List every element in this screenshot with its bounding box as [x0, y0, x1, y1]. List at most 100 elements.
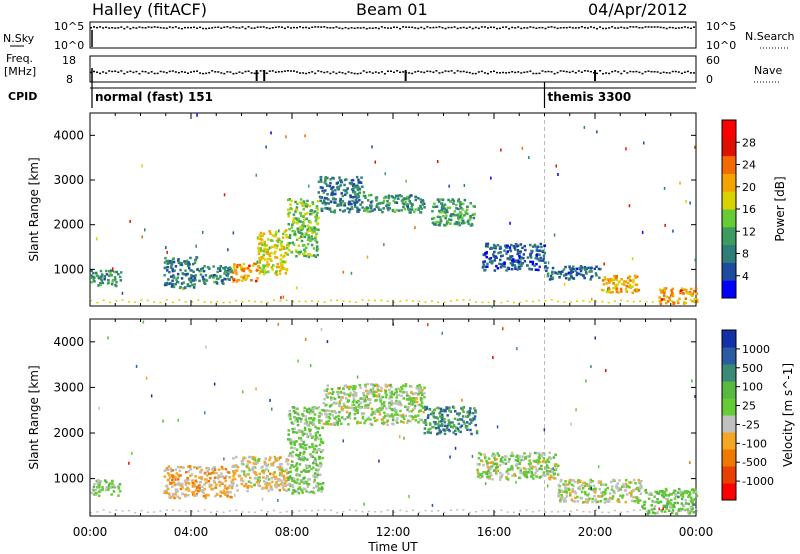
range-cell	[630, 499, 634, 503]
noise-cell	[570, 422, 572, 426]
range-cell	[688, 290, 692, 294]
range-cell	[301, 215, 305, 218]
nsky-point	[662, 26, 665, 29]
range-cell	[410, 391, 413, 394]
range-cell	[231, 478, 235, 481]
range-cell	[565, 492, 568, 495]
range-cell	[351, 199, 354, 203]
range-cell	[333, 421, 337, 425]
range-cell	[247, 274, 250, 278]
range-cell	[408, 402, 411, 405]
range-cell	[460, 212, 463, 216]
range-cell	[94, 488, 98, 492]
near-range-cell	[235, 299, 238, 302]
range-cell	[315, 463, 318, 466]
range-cell	[236, 264, 239, 267]
range-cell	[377, 202, 381, 205]
range-cell	[341, 409, 344, 412]
range-cell	[194, 258, 198, 262]
range-cell	[443, 424, 446, 428]
freq-point	[138, 72, 141, 75]
range-cell	[207, 480, 211, 483]
range-cell	[439, 430, 443, 433]
range-cell	[638, 480, 641, 483]
range-cell	[211, 468, 214, 471]
near-range-cell	[367, 299, 370, 302]
range-cell	[628, 481, 631, 484]
range-cell	[454, 429, 457, 432]
freq-point	[523, 71, 526, 74]
range-cell	[518, 252, 521, 255]
freq-point	[105, 72, 108, 74]
range-cell	[312, 211, 315, 214]
range-cell	[568, 478, 572, 482]
range-cell	[185, 273, 188, 276]
noise-cell	[363, 502, 365, 506]
nsky-point	[586, 27, 589, 29]
range-cell	[437, 220, 440, 224]
range-cell	[389, 383, 392, 387]
range-cell	[369, 207, 373, 210]
range-cell	[551, 266, 555, 270]
range-cell	[363, 421, 366, 425]
range-cell	[294, 210, 297, 213]
range-cell	[172, 494, 175, 497]
range-cell	[604, 278, 607, 281]
nsky-point	[329, 27, 332, 29]
range-cell	[515, 243, 518, 246]
range-cell	[321, 449, 325, 452]
range-cell	[118, 483, 122, 486]
range-cell	[492, 452, 495, 456]
range-cell	[396, 413, 399, 417]
range-cell	[545, 464, 549, 467]
range-cell	[174, 478, 177, 481]
near-range-cell	[184, 510, 187, 513]
range-cell	[280, 263, 283, 266]
range-cell	[230, 486, 234, 489]
range-cell	[678, 297, 681, 300]
range-cell	[553, 477, 556, 480]
x-tick-label: 12:00	[376, 525, 411, 539]
range-cell	[249, 455, 252, 459]
range-cell	[684, 499, 687, 502]
range-cell	[179, 268, 182, 272]
range-cell	[438, 420, 441, 423]
range-cell	[411, 415, 415, 419]
range-cell	[278, 269, 282, 273]
range-cell	[359, 401, 363, 405]
nsky-point	[632, 26, 635, 28]
range-cell	[552, 473, 556, 476]
range-cell	[292, 213, 296, 216]
range-cell	[393, 197, 397, 200]
colorbar-tick-label: 16	[742, 203, 756, 216]
range-cell	[308, 229, 312, 232]
range-cell	[580, 273, 583, 276]
near-range-cell	[582, 510, 585, 513]
range-cell	[612, 287, 615, 290]
range-cell	[529, 254, 532, 258]
noise-cell	[342, 270, 345, 274]
range-cell	[358, 198, 361, 202]
range-cell	[443, 417, 446, 421]
range-cell	[440, 416, 443, 419]
range-cell	[377, 410, 380, 413]
range-cell	[504, 458, 507, 461]
range-cell	[509, 454, 513, 457]
freq-point	[286, 70, 289, 72]
range-cell	[290, 464, 294, 467]
nsky-point	[505, 26, 508, 28]
range-cell	[447, 428, 451, 432]
noise-cell	[271, 407, 273, 411]
range-cell	[247, 267, 250, 270]
range-cell	[184, 483, 188, 486]
range-cell	[436, 198, 440, 201]
freq-point	[150, 71, 153, 73]
range-cell	[303, 244, 306, 247]
near-range-cell	[374, 511, 377, 513]
range-cell	[457, 413, 461, 417]
range-cell	[290, 440, 294, 443]
freq-point	[108, 70, 111, 72]
range-cell	[313, 254, 316, 257]
range-cell	[347, 423, 350, 426]
freq-point	[314, 72, 317, 75]
